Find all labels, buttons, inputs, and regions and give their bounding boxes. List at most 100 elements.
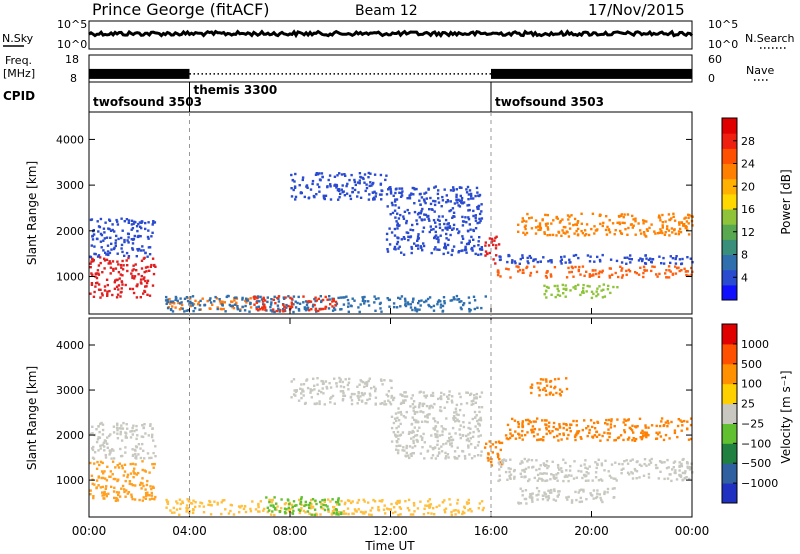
data-cell — [306, 186, 309, 189]
data-cell — [545, 384, 549, 387]
data-cell — [678, 464, 681, 468]
data-cell — [667, 276, 671, 279]
data-cell — [126, 264, 129, 267]
data-cell — [456, 498, 460, 502]
data-cell — [597, 479, 601, 482]
data-cell — [484, 254, 487, 257]
data-cell — [445, 237, 448, 240]
data-cell — [545, 290, 548, 293]
data-cell — [637, 273, 641, 276]
data-cell — [329, 198, 333, 201]
data-cell — [104, 251, 107, 254]
data-cell — [509, 428, 512, 431]
data-cell — [117, 288, 120, 291]
data-cell — [396, 236, 400, 240]
data-cell — [145, 494, 148, 498]
data-cell — [612, 285, 615, 289]
data-cell — [428, 498, 431, 501]
data-cell — [452, 415, 456, 418]
data-cell — [108, 289, 111, 293]
data-cell — [91, 425, 94, 428]
data-cell — [506, 423, 510, 427]
data-cell — [421, 207, 424, 211]
data-cell — [425, 394, 429, 397]
data-cell — [404, 391, 407, 394]
data-cell — [630, 258, 633, 261]
data-cell — [330, 513, 334, 516]
data-cell — [542, 462, 545, 465]
data-cell — [464, 245, 467, 249]
data-cell — [389, 379, 392, 382]
data-cell — [645, 464, 648, 467]
data-cell — [568, 227, 572, 230]
data-cell — [523, 470, 526, 473]
data-cell — [621, 267, 624, 270]
data-cell — [418, 193, 422, 196]
data-cell — [371, 506, 374, 510]
data-cell — [529, 421, 532, 424]
data-cell — [446, 400, 449, 404]
data-cell — [431, 391, 435, 395]
velocity-colorbar-label: Velocity [m s⁻¹] — [779, 370, 793, 463]
data-cell — [138, 498, 141, 502]
data-cell — [643, 233, 646, 236]
data-cell — [638, 463, 642, 466]
data-cell — [305, 185, 308, 188]
data-cell — [348, 499, 351, 503]
data-cell — [603, 295, 607, 298]
data-cell — [394, 204, 397, 207]
data-cell — [547, 497, 551, 500]
data-cell — [550, 473, 553, 476]
data-cell — [564, 232, 567, 235]
data-cell — [430, 404, 433, 407]
data-cell — [166, 306, 170, 310]
data-cell — [542, 256, 545, 259]
data-cell — [653, 230, 656, 233]
data-cell — [645, 269, 649, 272]
data-cell — [218, 300, 222, 303]
data-cell — [634, 271, 637, 274]
data-cell — [629, 254, 632, 257]
data-cell — [477, 244, 480, 247]
data-cell — [617, 436, 621, 439]
data-cell — [575, 229, 578, 233]
data-cell — [293, 180, 296, 183]
data-cell — [504, 434, 508, 437]
data-cell — [603, 469, 606, 472]
data-cell — [569, 289, 572, 292]
data-cell — [539, 260, 542, 263]
data-cell — [369, 172, 372, 175]
data-cell — [623, 221, 626, 225]
data-cell — [121, 229, 124, 232]
data-cell — [186, 299, 190, 303]
data-cell — [480, 217, 484, 220]
data-cell — [97, 283, 101, 286]
data-cell — [103, 470, 106, 473]
data-cell — [189, 304, 192, 308]
data-cell — [132, 238, 135, 241]
data-cell — [681, 257, 684, 261]
data-cell — [575, 432, 578, 435]
data-cell — [326, 505, 329, 508]
data-cell — [562, 231, 565, 234]
data-cell — [650, 457, 653, 461]
data-cell — [93, 451, 97, 454]
data-cell — [467, 193, 471, 196]
data-cell — [257, 505, 260, 509]
data-cell — [339, 296, 342, 299]
data-cell — [367, 176, 370, 179]
data-cell — [429, 445, 432, 448]
data-cell — [456, 457, 459, 460]
data-cell — [130, 483, 133, 486]
data-cell — [673, 219, 677, 222]
data-cell — [179, 297, 182, 300]
data-cell — [290, 297, 294, 301]
data-cell — [439, 234, 442, 237]
data-cell — [315, 310, 318, 313]
data-cell — [423, 394, 426, 398]
data-cell — [311, 305, 315, 308]
data-cell — [373, 301, 376, 304]
data-cell — [564, 261, 567, 264]
data-cell — [668, 437, 671, 440]
data-cell — [629, 459, 632, 462]
